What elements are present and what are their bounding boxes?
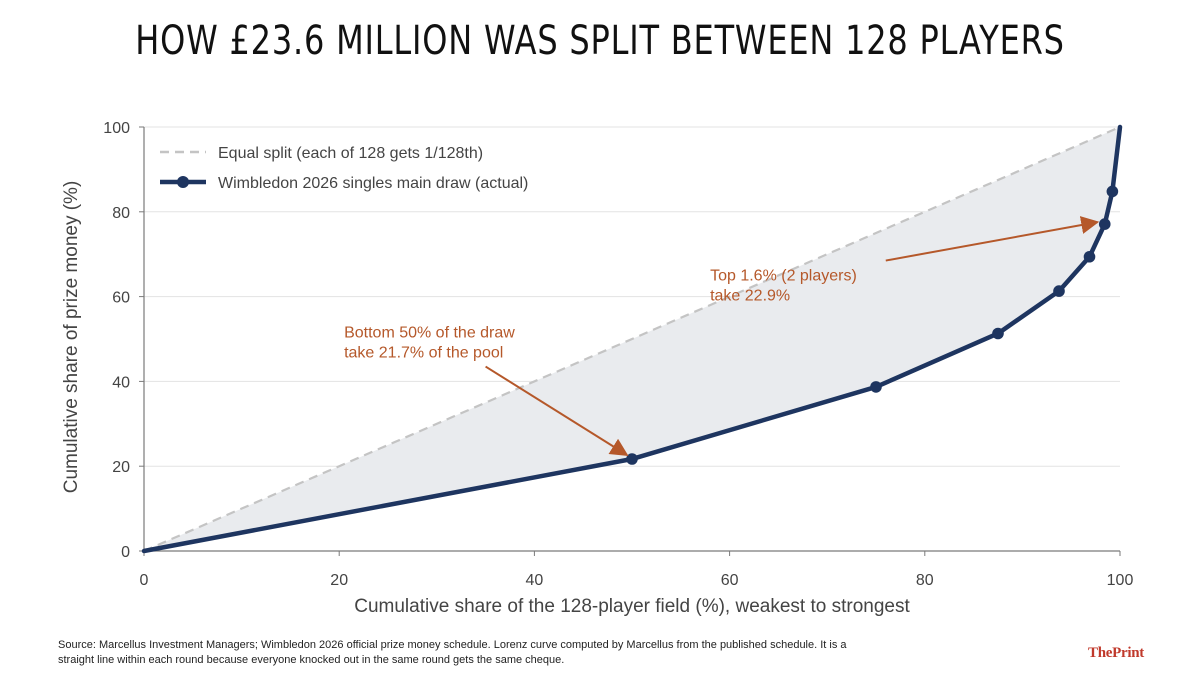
x-axis-title: Cumulative share of the 128-player field… [354, 596, 910, 617]
annotation-1-line-0: Top 1.6% (2 players) [710, 267, 857, 284]
x-tick-label-20: 20 [330, 572, 348, 589]
annotation-0-line-1: take 21.7% of the pool [344, 344, 503, 361]
legend: Equal split (each of 128 gets 1/128th) W… [160, 145, 528, 192]
actual-point-1 [626, 453, 638, 465]
actual-point-2 [870, 381, 882, 393]
x-tick-label-60: 60 [721, 572, 739, 589]
chart-title: HOW £23.6 MILLION WAS SPLIT BETWEEN 128 … [135, 18, 1065, 64]
lorenz-chart: Bottom 50% of the draw take 21.7% of the … [61, 120, 1134, 617]
actual-point-7 [1106, 185, 1119, 198]
y-tick-label-40: 40 [112, 374, 130, 391]
annotation-0-line-0: Bottom 50% of the draw [344, 324, 515, 341]
actual-point-6 [1098, 218, 1111, 230]
x-tick-label-0: 0 [140, 572, 149, 589]
x-tick-label-80: 80 [916, 572, 934, 589]
legend-label-actual: Wimbledon 2026 singles main draw (actual… [218, 175, 528, 192]
y-tick-label-100: 100 [103, 120, 130, 137]
y-axis-title: Cumulative share of prize money (%) [61, 181, 82, 494]
y-tick-label-20: 20 [112, 459, 130, 476]
actual-point-4 [1053, 285, 1065, 297]
logo-print: Print [1112, 645, 1144, 661]
equal-split-line [143, 125, 1121, 553]
logo-the: The [1088, 645, 1113, 661]
legend-label-equal: Equal split (each of 128 gets 1/128th) [218, 145, 483, 162]
publisher-logo: ThePrint [1088, 645, 1144, 662]
y-tick-label-60: 60 [112, 290, 130, 307]
actual-point-3 [992, 327, 1004, 340]
annotation-1-line-1: take 22.9% [710, 287, 790, 304]
y-tick-label-0: 0 [121, 544, 130, 561]
x-tick-label-100: 100 [1107, 572, 1134, 589]
annotation-arrow-1 [885, 216, 1100, 262]
actual-point-5 [1083, 250, 1096, 263]
y-tick-label-80: 80 [112, 205, 130, 222]
x-tick-label-40: 40 [526, 572, 544, 589]
annotation-arrow-0 [485, 365, 629, 456]
source-note: Source: Marcellus Investment Managers; W… [58, 639, 847, 666]
legend-marker-actual [177, 176, 189, 188]
